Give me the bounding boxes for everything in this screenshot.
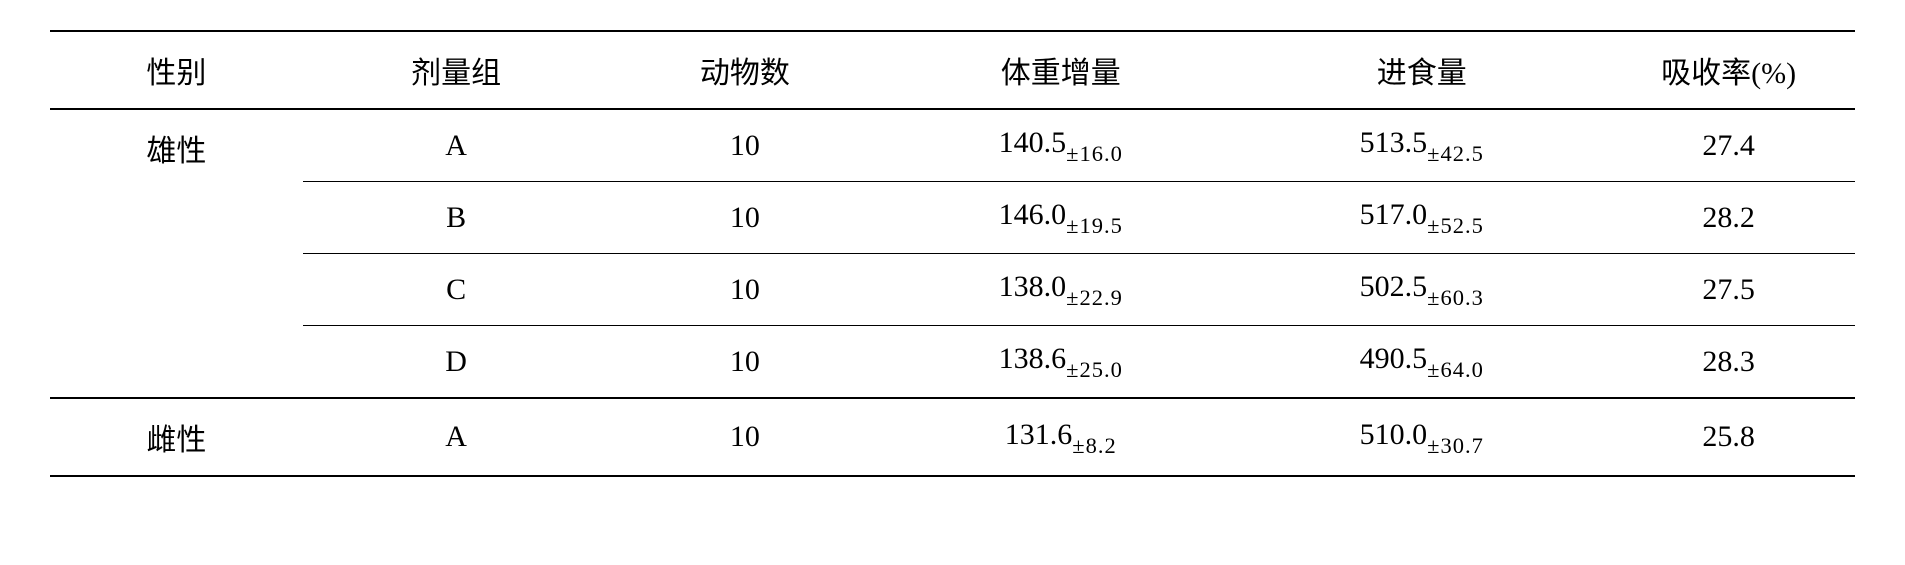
header-row: 性别 剂量组 动物数 体重增量 进食量 吸收率(%) (50, 31, 1855, 109)
wt-sd: 8.2 (1086, 433, 1117, 458)
cell-n: 10 (610, 326, 881, 399)
cell-food: 510.0±30.7 (1241, 398, 1602, 476)
cell-wt: 138.6±25.0 (880, 326, 1241, 399)
cell-food: 502.5±60.3 (1241, 254, 1602, 326)
pm-symbol: ± (1066, 213, 1079, 238)
cell-wt: 138.0±22.9 (880, 254, 1241, 326)
pm-symbol: ± (1066, 141, 1079, 166)
cell-dose: C (303, 254, 610, 326)
pm-symbol: ± (1066, 285, 1079, 310)
food-sd: 42.5 (1441, 141, 1484, 166)
pm-symbol: ± (1427, 213, 1440, 238)
wt-sd: 25.0 (1080, 357, 1123, 382)
food-mean: 517.0 (1360, 198, 1428, 231)
wt-mean: 138.6 (999, 342, 1067, 375)
header-absorb: 吸收率(%) (1602, 31, 1855, 109)
cell-n: 10 (610, 254, 881, 326)
header-wt: 体重增量 (880, 31, 1241, 109)
header-food: 进食量 (1241, 31, 1602, 109)
cell-wt: 146.0±19.5 (880, 182, 1241, 254)
pm-symbol: ± (1072, 433, 1085, 458)
table-row: C 10 138.0±22.9 502.5±60.3 27.5 (50, 254, 1855, 326)
pm-symbol: ± (1427, 285, 1440, 310)
pm-symbol: ± (1427, 433, 1440, 458)
cell-n: 10 (610, 398, 881, 476)
food-sd: 30.7 (1441, 433, 1484, 458)
cell-absorb: 28.3 (1602, 326, 1855, 399)
header-gender: 性别 (50, 31, 303, 109)
food-sd: 64.0 (1441, 357, 1484, 382)
pm-symbol: ± (1066, 357, 1079, 382)
table-row: D 10 138.6±25.0 490.5±64.0 28.3 (50, 326, 1855, 399)
cell-absorb: 28.2 (1602, 182, 1855, 254)
cell-food: 517.0±52.5 (1241, 182, 1602, 254)
food-sd: 60.3 (1441, 285, 1484, 310)
wt-sd: 22.9 (1080, 285, 1123, 310)
cell-n: 10 (610, 182, 881, 254)
header-n: 动物数 (610, 31, 881, 109)
cell-dose: B (303, 182, 610, 254)
cell-dose: A (303, 109, 610, 182)
table-head: 性别 剂量组 动物数 体重增量 进食量 吸收率(%) (50, 31, 1855, 109)
wt-sd: 19.5 (1080, 213, 1123, 238)
cell-wt: 140.5±16.0 (880, 109, 1241, 182)
wt-mean: 140.5 (999, 126, 1067, 159)
cell-absorb: 27.4 (1602, 109, 1855, 182)
food-sd: 52.5 (1441, 213, 1484, 238)
wt-sd: 16.0 (1080, 141, 1123, 166)
pm-symbol: ± (1427, 357, 1440, 382)
pm-symbol: ± (1427, 141, 1440, 166)
cell-gender: 雌性 (50, 398, 303, 476)
table-row: B 10 146.0±19.5 517.0±52.5 28.2 (50, 182, 1855, 254)
food-mean: 513.5 (1360, 126, 1428, 159)
cell-food: 490.5±64.0 (1241, 326, 1602, 399)
data-table-container: 性别 剂量组 动物数 体重增量 进食量 吸收率(%) 雄性 A 10 140.5… (50, 30, 1855, 477)
wt-mean: 131.6 (1005, 418, 1073, 451)
table-body: 雄性 A 10 140.5±16.0 513.5±42.5 27.4 B 10 … (50, 109, 1855, 476)
cell-n: 10 (610, 109, 881, 182)
table-row: 雌性 A 10 131.6±8.2 510.0±30.7 25.8 (50, 398, 1855, 476)
cell-absorb: 25.8 (1602, 398, 1855, 476)
food-mean: 490.5 (1360, 342, 1428, 375)
cell-absorb: 27.5 (1602, 254, 1855, 326)
cell-wt: 131.6±8.2 (880, 398, 1241, 476)
food-mean: 510.0 (1360, 418, 1428, 451)
cell-dose: A (303, 398, 610, 476)
cell-dose: D (303, 326, 610, 399)
cell-food: 513.5±42.5 (1241, 109, 1602, 182)
wt-mean: 146.0 (999, 198, 1067, 231)
data-table: 性别 剂量组 动物数 体重增量 进食量 吸收率(%) 雄性 A 10 140.5… (50, 30, 1855, 477)
food-mean: 502.5 (1360, 270, 1428, 303)
cell-gender: 雄性 (50, 109, 303, 398)
header-dose: 剂量组 (303, 31, 610, 109)
wt-mean: 138.0 (999, 270, 1067, 303)
table-row: 雄性 A 10 140.5±16.0 513.5±42.5 27.4 (50, 109, 1855, 182)
